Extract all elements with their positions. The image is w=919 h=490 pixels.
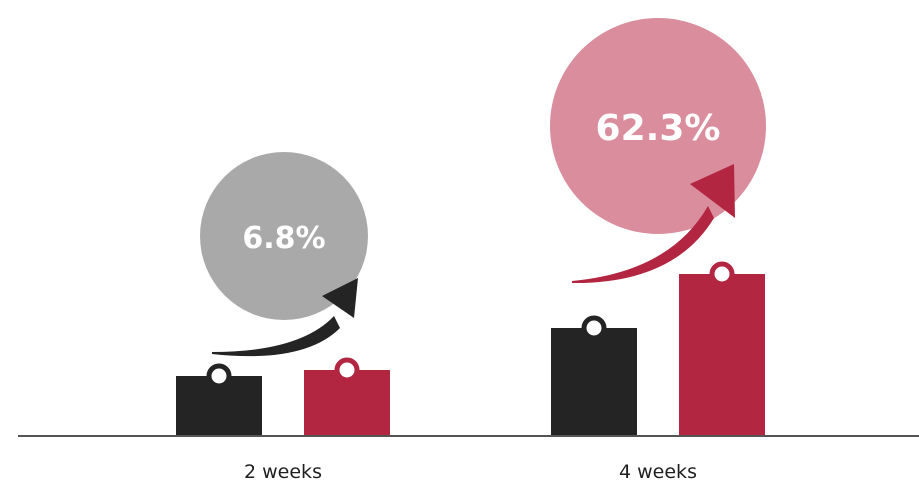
category-label: 4 weeks [619,461,697,483]
bar-knob [334,357,360,383]
bar-knob [581,315,607,341]
increase-bubble [200,152,368,320]
arrows-layer [212,164,735,357]
bar-knob [709,261,735,287]
bar-knob [206,363,232,389]
increase-label: 6.8% [242,221,325,256]
growth-arrow [572,206,714,284]
bar [679,274,765,436]
increase-label: 62.3% [596,108,721,149]
growth-arrow [212,316,340,357]
category-label: 2 weeks [244,461,322,483]
bar [551,328,637,436]
labels-layer: 2 weeks 4 weeks [244,461,697,483]
arrow-head [690,164,735,218]
arrow-head [322,278,358,318]
bars-layer [176,261,765,436]
